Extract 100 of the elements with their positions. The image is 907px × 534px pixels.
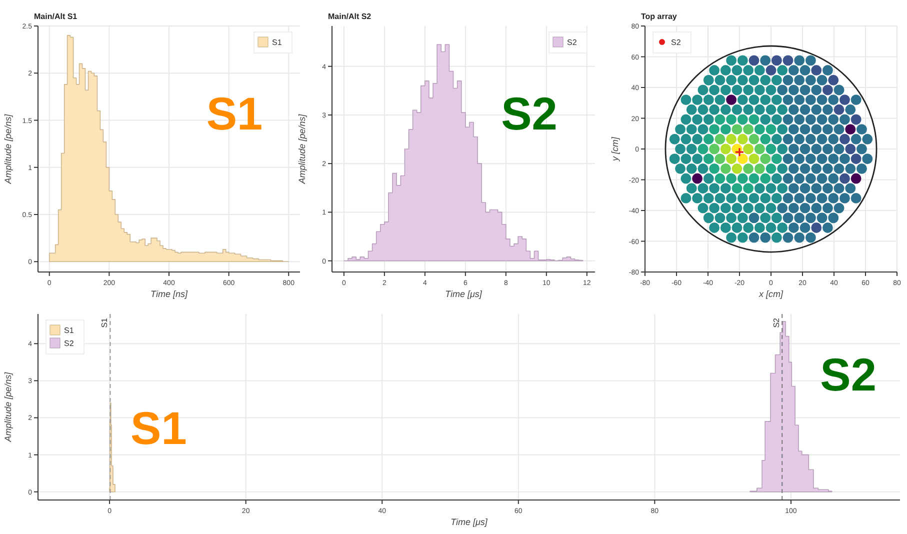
point [777,222,788,233]
point [709,202,720,214]
legend-label: S2 [567,38,578,47]
point [805,114,816,125]
point [720,222,731,233]
point [743,163,754,174]
point [680,94,692,106]
point [709,65,720,76]
y-axis-title: Amplitude [pe/ns] [3,372,13,443]
point [839,114,850,125]
point [811,144,822,154]
point [771,94,782,106]
point [777,65,788,76]
point [754,144,765,154]
point [816,134,828,144]
point [754,222,765,233]
point [743,84,754,96]
point [737,94,748,106]
point [732,65,742,76]
point [766,104,776,115]
point [692,173,703,184]
point [845,163,856,174]
point [726,154,737,164]
y-axis-title: y [cm] [610,136,620,162]
point [800,124,810,135]
point [726,192,737,204]
y-axis-title: Amplitude [pe/ns] [297,114,307,185]
point [737,192,748,204]
ref-line-label: S2 [772,317,782,328]
point [839,154,850,164]
point [760,192,771,204]
point [692,192,703,204]
point [782,134,794,144]
point [771,74,782,86]
point [743,202,754,214]
legend-label: S2 [671,38,682,47]
point [862,134,873,144]
point [743,104,754,115]
point [828,114,839,125]
legend-label: S2 [64,339,74,348]
point [748,232,760,243]
point [754,202,765,214]
point [816,114,828,125]
point [760,94,771,106]
point [771,192,782,204]
point [822,144,833,154]
point [811,124,822,135]
point [754,84,765,96]
x-axis-title: x [cm] [758,289,784,299]
point [743,65,754,76]
annotation: S1 [130,402,187,454]
point [834,144,844,154]
x-axis-title: Time [μs] [450,517,488,527]
point [714,134,726,144]
point [754,65,765,76]
point [856,124,867,135]
point [720,202,731,214]
point [703,74,714,86]
point [732,84,742,96]
point [766,183,776,194]
point [709,84,720,96]
point [737,134,748,144]
point [726,94,737,106]
point [714,74,726,86]
point [754,163,765,174]
point [788,144,799,154]
point [726,74,737,86]
point [737,74,748,86]
point [777,183,788,194]
point [726,173,737,184]
point [782,55,794,66]
point [748,192,760,204]
point [828,154,839,164]
point [692,94,703,106]
point [822,124,833,135]
point [748,55,760,66]
point [856,144,867,154]
chart-title: Top array [641,12,678,21]
point [822,163,833,174]
point [748,74,760,86]
point [726,134,737,144]
point [754,104,765,115]
point [732,104,742,115]
point [788,124,799,135]
x-axis-title: Time [μs] [445,289,482,299]
point [834,124,844,135]
point [698,202,708,214]
point [698,183,708,194]
point [714,154,726,164]
point [805,154,816,164]
annotation: S2 [501,87,558,140]
chart-title: Main/Alt S2 [328,12,372,21]
x-axis-title: Time [ns] [150,289,188,299]
point [714,94,726,106]
point [748,134,760,144]
point [709,183,720,194]
point [816,154,828,164]
point [709,104,720,115]
point [732,202,742,214]
point [777,104,788,115]
